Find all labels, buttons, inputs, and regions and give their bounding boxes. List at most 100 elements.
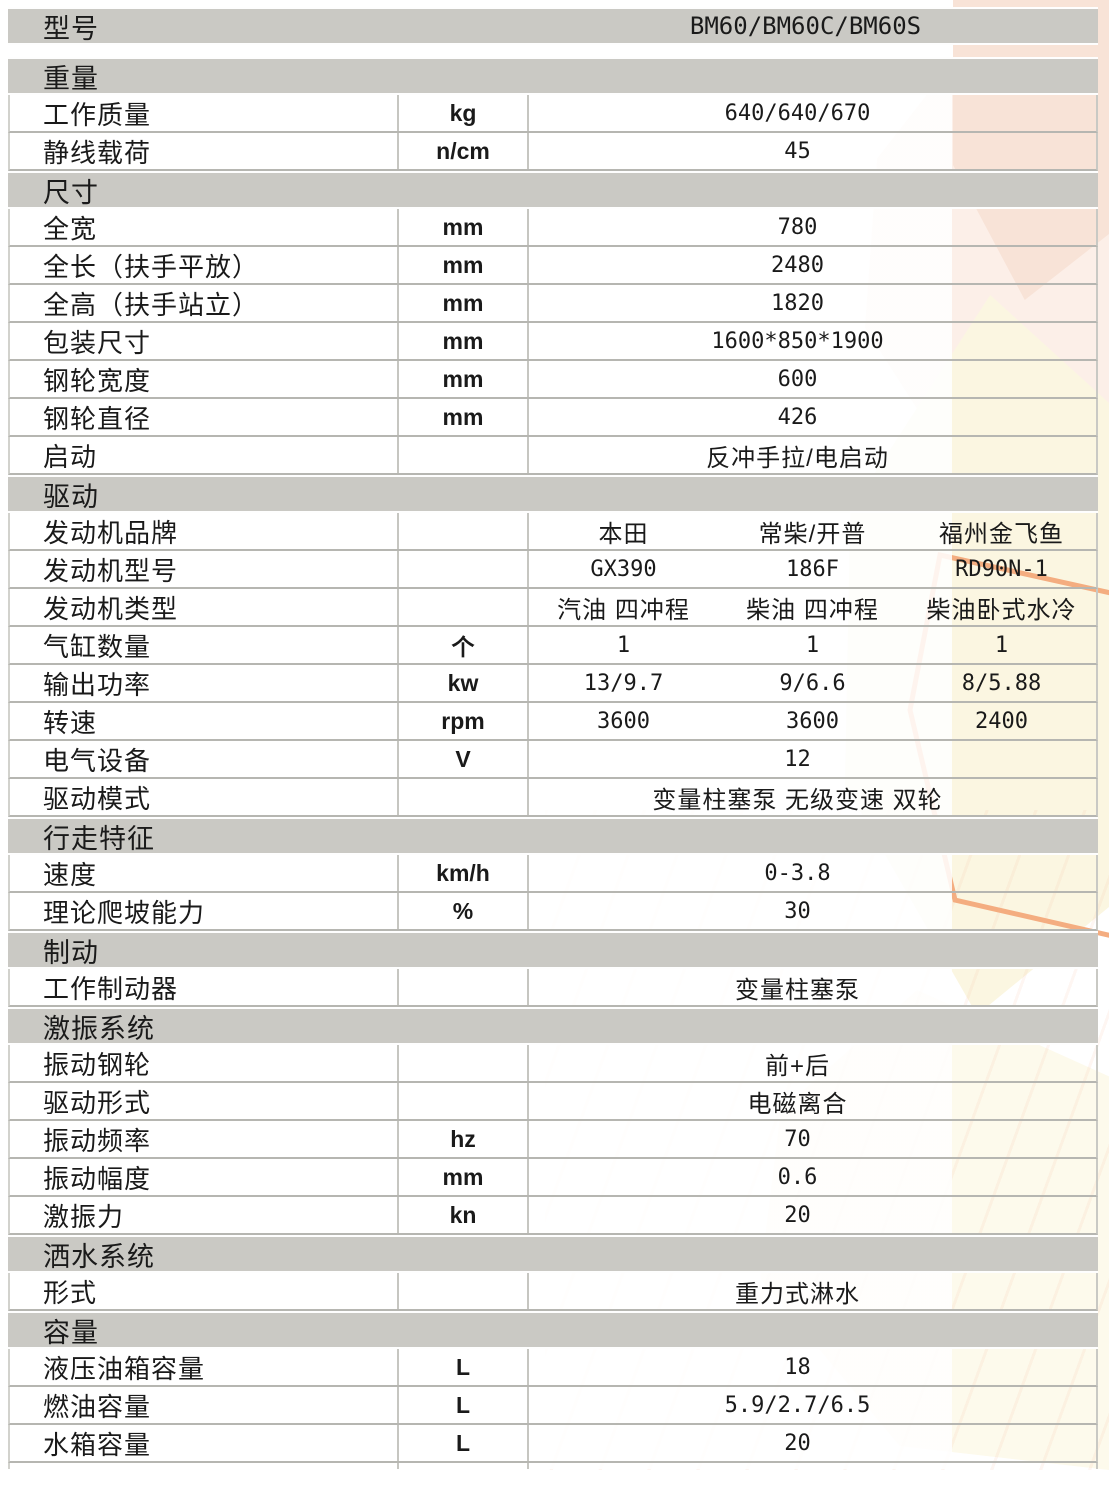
row-unit: km/h — [397, 855, 529, 891]
row-value: 前+后 — [764, 1052, 830, 1080]
row-unit — [397, 1083, 529, 1119]
row-unit — [397, 779, 529, 815]
row-value-3: 福州金飞鱼 — [939, 520, 1064, 548]
row-unit: L — [397, 1349, 529, 1385]
section-bar-dimensions: 尺寸 — [8, 171, 1098, 209]
section-title: 制动 — [43, 937, 99, 968]
row-value: 20 — [784, 1202, 811, 1228]
row-value-2: 186F — [786, 556, 839, 582]
section-bar-sprinkler: 洒水系统 — [8, 1235, 1098, 1273]
row-value-3: 2400 — [975, 708, 1028, 734]
row-label: 发动机型号 — [10, 551, 397, 587]
row-value-cell: 0-3.8 — [529, 855, 1096, 891]
row-unit: kw — [397, 665, 529, 701]
row-value-cell: 600 — [529, 361, 1096, 397]
table-row: 激振力 kn 20 — [8, 1197, 1098, 1235]
row-value: 2480 — [771, 252, 824, 278]
row-value: 电磁离合 — [747, 1090, 848, 1118]
row-label: 输出功率 — [10, 665, 397, 701]
section-title: 重量 — [43, 63, 99, 94]
row-unit — [397, 513, 529, 549]
row-value-cell: 0.6 — [529, 1159, 1096, 1195]
row-unit — [397, 589, 529, 625]
row-value-cell: 640/640/670 — [529, 95, 1096, 131]
row-unit: mm — [397, 323, 529, 359]
row-label: 驱动形式 — [10, 1083, 397, 1119]
table-row: 全高（扶手站立） mm 1820 — [8, 285, 1098, 323]
row-value-cell: 12 — [529, 741, 1096, 777]
table-row: 发动机型号 GX390 186F RD90N-1 — [8, 551, 1098, 589]
row-unit — [397, 1045, 529, 1081]
row-label: 电气设备 — [10, 741, 397, 777]
row-label: 激振力 — [10, 1197, 397, 1233]
row-label: 理论爬坡能力 — [10, 893, 397, 929]
row-unit: mm — [397, 399, 529, 435]
row-label: 发动机品牌 — [10, 513, 397, 549]
row-label: 燃油容量 — [10, 1387, 397, 1423]
row-value-3: 8/5.88 — [961, 670, 1042, 696]
section-bar-capacity: 容量 — [8, 1311, 1098, 1349]
table-row: 振动幅度 mm 0.6 — [8, 1159, 1098, 1197]
row-label: 全高（扶手站立） — [10, 285, 397, 321]
row-value-3: RD90N-1 — [955, 556, 1048, 582]
row-values: 3600 3600 2400 — [529, 709, 1096, 734]
table-row: 气缸数量 个 1 1 1 — [8, 627, 1098, 665]
row-value-1: 汽油 四冲程 — [557, 596, 690, 624]
row-label: 包装尺寸 — [10, 323, 397, 359]
row-value: 重力式淋水 — [735, 1280, 860, 1308]
row-label: 转速 — [10, 703, 397, 739]
row-value: 0.6 — [777, 1164, 818, 1190]
row-value-cell: 前+后 — [529, 1045, 1096, 1081]
row-value-cell: 重力式淋水 — [529, 1273, 1096, 1309]
table-row: 液压油箱容量 L 18 — [8, 1349, 1098, 1387]
row-label: 工作质量 — [10, 95, 397, 131]
stub-cell — [10, 1463, 397, 1469]
row-value-2: 1 — [805, 632, 820, 658]
row-value: 640/640/670 — [724, 100, 871, 126]
section-title: 驱动 — [43, 481, 99, 512]
row-value-2: 常柴/开普 — [758, 520, 867, 548]
table-row: 输出功率 kw 13/9.7 9/6.6 8/5.88 — [8, 665, 1098, 703]
row-value-cell: 780 — [529, 209, 1096, 245]
table-row: 钢轮宽度 mm 600 — [8, 361, 1098, 399]
table-row: 水箱容量 L 20 — [8, 1425, 1098, 1463]
row-value-cell: 变量柱塞泵 — [529, 969, 1096, 1005]
row-value-2: 柴油 四冲程 — [746, 596, 879, 624]
row-unit: 个 — [397, 627, 529, 663]
table-row: 振动频率 hz 70 — [8, 1121, 1098, 1159]
stub-cell — [397, 1463, 529, 1469]
table-row: 发动机类型 汽油 四冲程 柴油 四冲程 柴油卧式水冷 — [8, 589, 1098, 627]
row-values: 本田 常柴/开普 福州金飞鱼 — [529, 514, 1096, 549]
row-value-1: 3600 — [597, 708, 650, 734]
row-label: 全长（扶手平放） — [10, 247, 397, 283]
section-title: 洒水系统 — [43, 1241, 155, 1272]
row-unit: hz — [397, 1121, 529, 1157]
table-row: 发动机品牌 本田 常柴/开普 福州金飞鱼 — [8, 513, 1098, 551]
row-unit: L — [397, 1387, 529, 1423]
table-row: 全长（扶手平放） mm 2480 — [8, 247, 1098, 285]
row-value-cell: 426 — [529, 399, 1096, 435]
row-unit — [397, 551, 529, 587]
row-value-cell: 汽油 四冲程 柴油 四冲程 柴油卧式水冷 — [529, 589, 1096, 625]
section-title: 行走特征 — [43, 823, 155, 854]
row-value-cell: 1820 — [529, 285, 1096, 321]
row-value: 0-3.8 — [764, 860, 831, 886]
header-gap — [8, 45, 1098, 57]
row-unit: mm — [397, 1159, 529, 1195]
row-value-cell: 1600*850*1900 — [529, 323, 1096, 359]
row-value: 12 — [784, 746, 811, 772]
table-row: 形式 重力式淋水 — [8, 1273, 1098, 1311]
row-value: 20 — [784, 1430, 811, 1456]
table-row: 驱动形式 电磁离合 — [8, 1083, 1098, 1121]
row-value-3: 柴油卧式水冷 — [926, 596, 1077, 624]
table-row: 工作制动器 变量柱塞泵 — [8, 969, 1098, 1007]
row-value-cell: 2480 — [529, 247, 1096, 283]
row-value-cell: 30 — [529, 893, 1096, 929]
table-row: 理论爬坡能力 % 30 — [8, 893, 1098, 931]
row-value: 30 — [784, 898, 811, 924]
model-value: BM60/BM60C/BM60S — [689, 12, 922, 40]
row-unit — [397, 437, 529, 473]
section-bar-vibration: 激振系统 — [8, 1007, 1098, 1045]
row-value-1: 1 — [616, 632, 631, 658]
row-unit: mm — [397, 285, 529, 321]
